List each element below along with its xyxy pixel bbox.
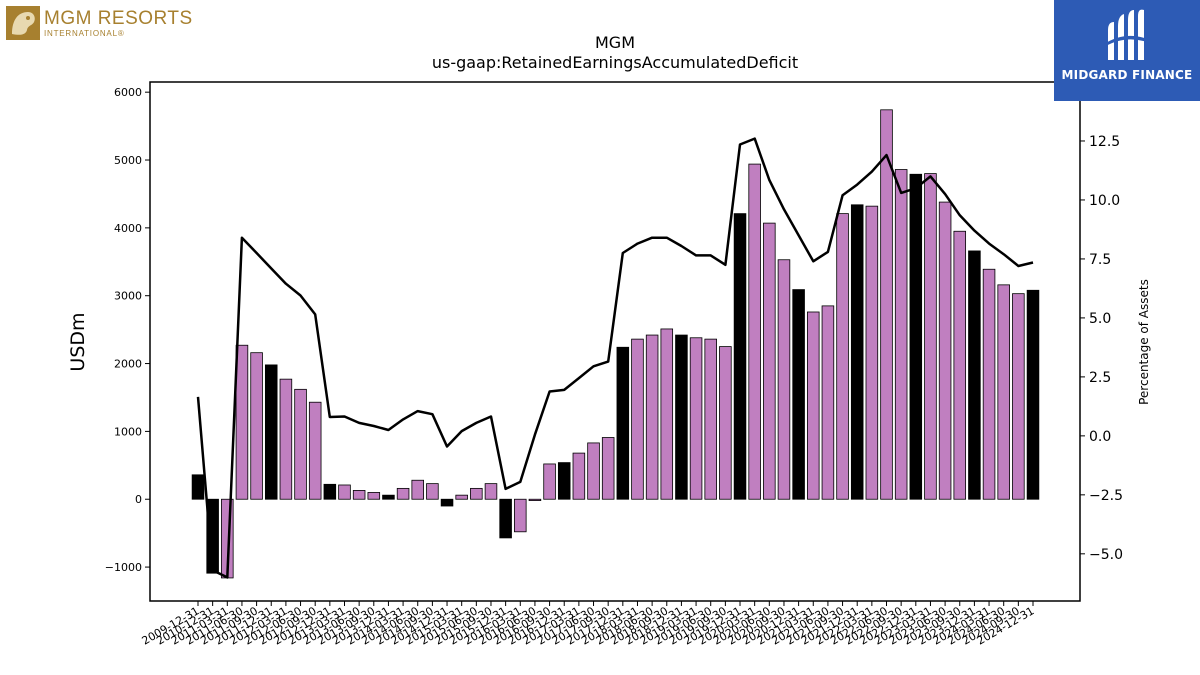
bar: [543, 463, 556, 500]
y2-tick-label: 2.5: [1089, 370, 1111, 386]
y2-tick-label: −5.0: [1089, 547, 1123, 563]
bar: [719, 346, 732, 500]
bar: [572, 452, 586, 500]
bar: [733, 213, 747, 500]
bar: [894, 169, 908, 500]
bar: [836, 213, 849, 500]
bar: [279, 378, 293, 500]
bar: [807, 311, 820, 500]
y2-tick-label: 0.0: [1089, 429, 1111, 445]
y-tick-label: 6000: [114, 86, 142, 99]
assets-percentage-line: [196, 137, 1034, 579]
bar: [601, 437, 615, 500]
bar-series: [191, 109, 1040, 579]
right-axis: −5.0 −2.5 0.0 2.5 5.0 7.5 10.0 12.5: [1080, 134, 1123, 563]
y-tick-label: 2000: [114, 358, 142, 371]
logo-title: MGM RESORTS: [44, 7, 193, 29]
bar: [997, 284, 1010, 500]
bar: [440, 498, 454, 507]
bar: [323, 483, 337, 500]
bar: [294, 388, 307, 500]
bar: [235, 344, 249, 500]
bar: [675, 334, 688, 500]
bar: [763, 222, 776, 500]
bar: [382, 494, 395, 500]
line-series: [196, 137, 1034, 579]
bar: [777, 259, 791, 500]
bar: [264, 364, 278, 500]
bar: [426, 483, 439, 500]
chart-subtitle: us-gaap:RetainedEarningsAccumulatedDefic…: [432, 53, 798, 72]
bar: [367, 492, 381, 500]
y-tick-label: 0: [135, 493, 142, 506]
bar: [191, 474, 205, 500]
bar: [645, 334, 659, 500]
bar: [484, 483, 498, 500]
bar: [631, 338, 644, 500]
bar: [982, 268, 996, 500]
y2-tick-label: 7.5: [1089, 252, 1111, 268]
bar: [250, 352, 263, 500]
mgm-resorts-logo: MGM RESORTS INTERNATIONAL®: [6, 6, 193, 40]
y2-tick-label: 10.0: [1089, 193, 1120, 209]
bar: [792, 289, 805, 500]
y-tick-label: −1000: [105, 561, 142, 574]
logo-subtitle: INTERNATIONAL®: [44, 28, 125, 38]
bar: [587, 442, 600, 500]
plot-frame: [149, 81, 1081, 602]
bar: [514, 498, 527, 533]
bar: [968, 250, 981, 500]
bar: [338, 484, 351, 500]
bar: [616, 346, 630, 500]
bar: [821, 305, 835, 500]
bar: [850, 204, 864, 500]
brand-name: MIDGARD FINANCE: [1061, 68, 1193, 82]
bar: [880, 109, 893, 500]
bar: [396, 487, 410, 500]
lion-icon: [6, 6, 40, 40]
bar: [308, 401, 322, 500]
y-axis-label: USDm: [67, 312, 89, 371]
midgard-finance-logo: MIDGARD FINANCE: [1054, 0, 1200, 101]
bar: [865, 205, 879, 500]
bar: [938, 201, 952, 500]
bar: [528, 498, 542, 501]
left-axis: −1000 0 1000 2000 3000 4000 5000 6000: [105, 86, 150, 574]
bar: [748, 163, 761, 500]
y2-tick-label: 12.5: [1089, 134, 1120, 150]
bar: [499, 498, 512, 539]
bar: [1012, 293, 1025, 500]
bar: [470, 487, 483, 500]
bar: [206, 498, 219, 574]
bar: [352, 490, 366, 500]
bar: [909, 173, 923, 500]
y-tick-label: 1000: [114, 425, 142, 438]
y-tick-label: 5000: [114, 154, 142, 167]
midgard-emblem-icon: [1104, 9, 1150, 61]
chart-title: MGM: [595, 33, 635, 52]
bar: [953, 230, 967, 500]
bar: [557, 462, 571, 500]
bar: [411, 479, 424, 500]
bar: [924, 173, 937, 500]
y-tick-label: 4000: [114, 222, 142, 235]
bar: [1026, 289, 1040, 500]
y2-axis-label: Percentage of Assets: [1137, 279, 1151, 405]
x-axis: 2009-12-312010-12-312011-03-312011-06-30…: [140, 601, 1037, 648]
y2-tick-label: 5.0: [1089, 311, 1111, 327]
bar: [704, 338, 717, 500]
bar: [660, 328, 674, 500]
bar: [689, 337, 703, 500]
bar: [455, 494, 468, 500]
y-tick-label: 3000: [114, 290, 142, 303]
y2-tick-label: −2.5: [1089, 488, 1123, 504]
